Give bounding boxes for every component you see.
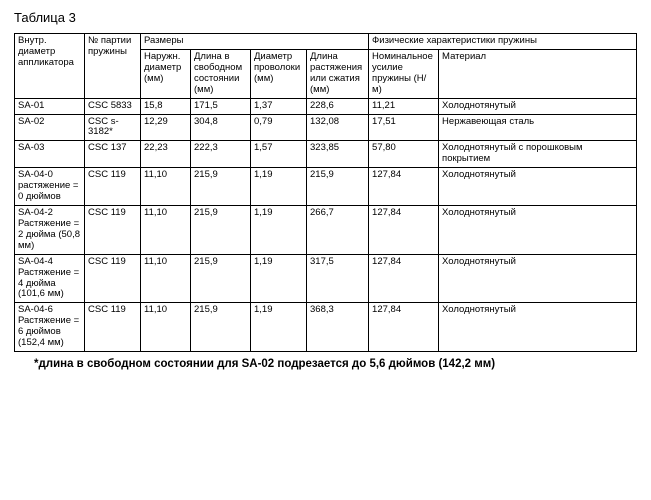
spring-table: Внутр. диаметр аппликатора № партии пруж… [14, 33, 637, 352]
cell-fl: 215,9 [191, 303, 251, 352]
cell-wd: 1,19 [251, 205, 307, 254]
cell-id: SA-04-4 Растяжение = 4 дюйма (101,6 мм) [15, 254, 85, 303]
cell-od: 11,10 [141, 168, 191, 206]
cell-fl: 215,9 [191, 254, 251, 303]
cell-lot: CSC 119 [85, 303, 141, 352]
table-body: SA-01CSC 583315,8171,51,37228,611,21Холо… [15, 98, 637, 351]
cell-id: SA-04-2 Растяжение = 2 дюйма (50,8 мм) [15, 205, 85, 254]
cell-wd: 0,79 [251, 114, 307, 141]
table-row: SA-04-6 Растяжение = 6 дюймов (152,4 мм)… [15, 303, 637, 352]
table-row: SA-04-0 растяжение = 0 дюймовCSC 11911,1… [15, 168, 637, 206]
cell-force: 127,84 [369, 205, 439, 254]
cell-od: 11,10 [141, 303, 191, 352]
cell-fl: 171,5 [191, 98, 251, 114]
cell-force: 127,84 [369, 303, 439, 352]
cell-id: SA-04-6 Растяжение = 6 дюймов (152,4 мм) [15, 303, 85, 352]
cell-lot: CSC 119 [85, 254, 141, 303]
cell-od: 22,23 [141, 141, 191, 168]
table-title: Таблица 3 [14, 10, 637, 25]
cell-force: 127,84 [369, 168, 439, 206]
col-free-length: Длина в свободном состоянии (мм) [191, 49, 251, 98]
cell-mat: Холоднотянутый [439, 98, 637, 114]
table-row: SA-04-4 Растяжение = 4 дюйма (101,6 мм)C… [15, 254, 637, 303]
col-material: Материал [439, 49, 637, 98]
cell-force: 17,51 [369, 114, 439, 141]
cell-id: SA-03 [15, 141, 85, 168]
cell-lot: CSC s-3182* [85, 114, 141, 141]
cell-mat: Нержавеющая сталь [439, 114, 637, 141]
cell-od: 11,10 [141, 254, 191, 303]
cell-sl: 228,6 [307, 98, 369, 114]
col-outer-diameter: Наружн. диаметр (мм) [141, 49, 191, 98]
cell-sl: 323,85 [307, 141, 369, 168]
cell-mat: Холоднотянутый [439, 168, 637, 206]
col-stretch-length: Длина растяжения или сжатия (мм) [307, 49, 369, 98]
cell-fl: 304,8 [191, 114, 251, 141]
cell-mat: Холоднотянутый [439, 303, 637, 352]
cell-sl: 266,7 [307, 205, 369, 254]
cell-id: SA-02 [15, 114, 85, 141]
cell-force: 11,21 [369, 98, 439, 114]
cell-mat: Холоднотянутый [439, 205, 637, 254]
cell-lot: CSC 119 [85, 168, 141, 206]
cell-fl: 215,9 [191, 168, 251, 206]
cell-lot: CSC 5833 [85, 98, 141, 114]
cell-mat: Холоднотянутый [439, 254, 637, 303]
cell-id: SA-04-0 растяжение = 0 дюймов [15, 168, 85, 206]
cell-wd: 1,19 [251, 303, 307, 352]
cell-wd: 1,57 [251, 141, 307, 168]
cell-sl: 215,9 [307, 168, 369, 206]
cell-od: 11,10 [141, 205, 191, 254]
col-wire-diameter: Диаметр проволоки (мм) [251, 49, 307, 98]
col-group-dimensions: Размеры [141, 34, 369, 50]
table-row: SA-04-2 Растяжение = 2 дюйма (50,8 мм)CS… [15, 205, 637, 254]
table-row: SA-01CSC 583315,8171,51,37228,611,21Холо… [15, 98, 637, 114]
cell-mat: Холоднотянутый с порошковым покрытием [439, 141, 637, 168]
cell-sl: 317,5 [307, 254, 369, 303]
cell-wd: 1,19 [251, 168, 307, 206]
cell-force: 127,84 [369, 254, 439, 303]
cell-od: 15,8 [141, 98, 191, 114]
col-group-physical: Физические характеристики пружины [369, 34, 637, 50]
cell-fl: 222,3 [191, 141, 251, 168]
table-row: SA-02CSC s-3182*12,29304,80,79132,0817,5… [15, 114, 637, 141]
table-footnote: *длина в свободном состоянии для SA-02 п… [34, 358, 637, 370]
table-head: Внутр. диаметр аппликатора № партии пруж… [15, 34, 637, 99]
cell-od: 12,29 [141, 114, 191, 141]
cell-wd: 1,19 [251, 254, 307, 303]
cell-id: SA-01 [15, 98, 85, 114]
cell-sl: 132,08 [307, 114, 369, 141]
table-row: SA-03CSC 13722,23222,31,57323,8557,80Хол… [15, 141, 637, 168]
cell-lot: CSC 119 [85, 205, 141, 254]
col-inner-diameter: Внутр. диаметр аппликатора [15, 34, 85, 99]
table-header-row-1: Внутр. диаметр аппликатора № партии пруж… [15, 34, 637, 50]
col-lot-number: № партии пружины [85, 34, 141, 99]
page-container: Таблица 3 Внутр. диаметр аппликатора № п… [0, 0, 651, 376]
cell-fl: 215,9 [191, 205, 251, 254]
cell-sl: 368,3 [307, 303, 369, 352]
cell-lot: CSC 137 [85, 141, 141, 168]
col-nominal-force: Номинальное усилие пружины (Н/м) [369, 49, 439, 98]
cell-force: 57,80 [369, 141, 439, 168]
cell-wd: 1,37 [251, 98, 307, 114]
